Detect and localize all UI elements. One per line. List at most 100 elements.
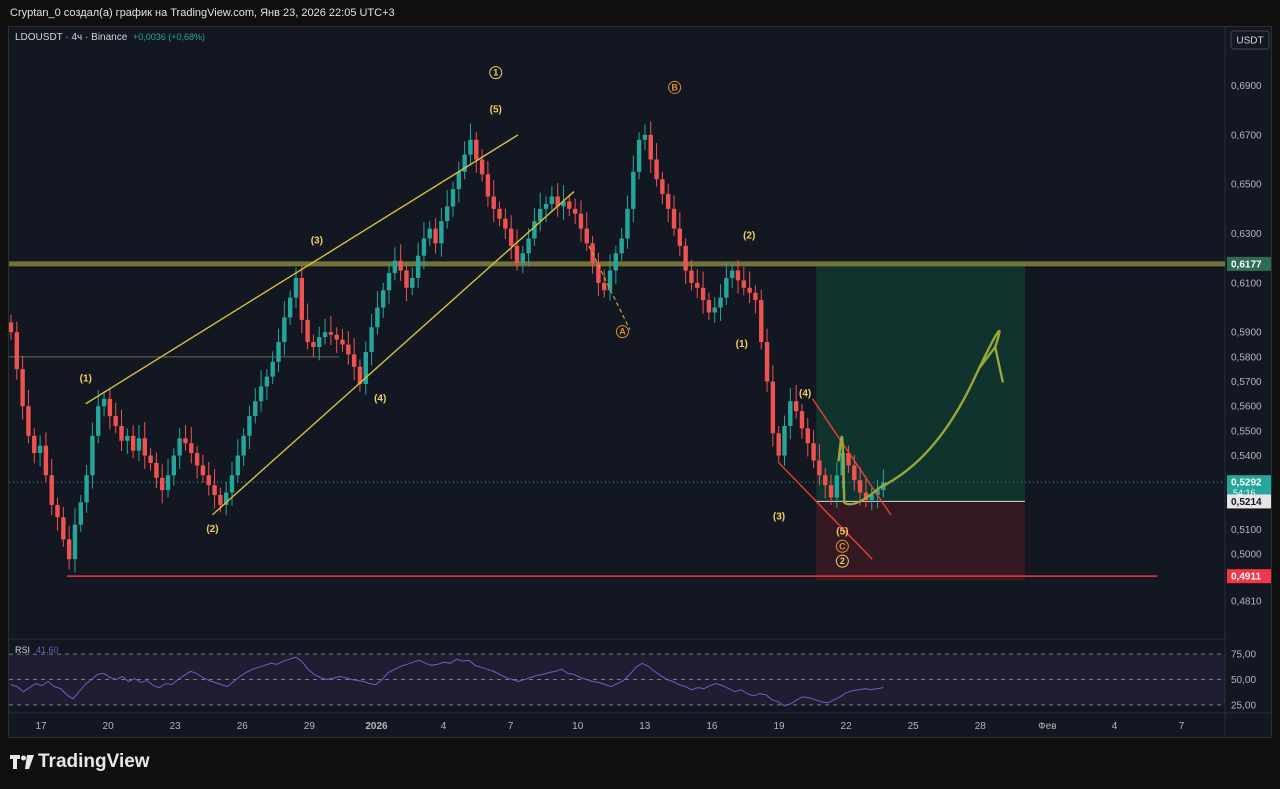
price-tick-label: 0,6700 — [1231, 130, 1262, 141]
candle-body — [607, 270, 613, 291]
candle-body — [479, 159, 485, 175]
candle-body — [572, 208, 578, 214]
time-tick-label: 17 — [35, 721, 47, 732]
wave-label: (3) — [773, 512, 785, 523]
candle-body — [84, 475, 89, 503]
candle-body — [328, 332, 334, 335]
candle-body — [346, 344, 351, 355]
price-badge — [1227, 569, 1271, 584]
candle-body — [258, 386, 264, 402]
time-tick-label: 10 — [572, 721, 584, 732]
chart-canvas[interactable]: (1) (2) (3) (4) (5) 1 A B (2) (1) (3) (4) (5) C 2 0,690… — [9, 27, 1271, 737]
symbol-legend: LDOUSDT · 4ч · Binance — [15, 32, 128, 43]
channel-lower-line — [211, 191, 575, 516]
candle-body — [363, 351, 368, 385]
chart-frame[interactable]: (1) (2) (3) (4) (5) 1 A B (2) (1) (3) (4) (5) C 2 0,690… — [8, 26, 1272, 738]
candle-body — [223, 492, 229, 505]
candle-body — [660, 179, 665, 195]
candle-body — [433, 228, 438, 244]
time-tick-label: 25 — [908, 721, 920, 732]
candle-body — [444, 206, 450, 222]
candle-body — [875, 490, 880, 496]
wave-label: (1) — [80, 374, 92, 385]
candle-body — [154, 462, 159, 478]
candle-body — [200, 465, 206, 476]
candle-body — [101, 398, 107, 407]
wedge-lower-line — [778, 462, 873, 560]
candle-body — [43, 445, 49, 476]
candle-body — [96, 406, 101, 436]
candle-body — [398, 260, 403, 271]
candle-body — [584, 228, 589, 244]
candle-body — [392, 260, 398, 273]
candle-body — [229, 475, 235, 493]
caption-bar: Cryptan_0 создал(а) график на TradingVie… — [0, 0, 1280, 26]
candle-body — [764, 342, 770, 382]
candle-body — [165, 475, 171, 491]
candle-body — [538, 208, 543, 222]
candle-body — [776, 433, 781, 456]
price-tick-label: 0,5600 — [1231, 402, 1262, 413]
chart-caption: Cryptan_0 создал(а) график на TradingVie… — [10, 7, 395, 19]
candle-body — [177, 438, 182, 456]
candle-body — [20, 369, 25, 407]
candle-body — [415, 255, 421, 278]
candle-body — [793, 401, 799, 412]
time-tick-label: 4 — [441, 721, 447, 732]
brand-text: TradingView — [38, 751, 150, 772]
candle-body — [695, 282, 700, 288]
candle-body — [61, 517, 66, 540]
time-tick-label: 29 — [304, 721, 316, 732]
tradingview-logo-icon — [10, 755, 34, 769]
candle-body — [282, 317, 287, 343]
candle-body — [555, 196, 560, 207]
candle-body — [276, 342, 281, 362]
candle-body — [125, 435, 130, 441]
candle-body — [712, 307, 717, 313]
price-tick-label: 0,6300 — [1231, 229, 1262, 240]
wave-label: (3) — [311, 235, 323, 246]
rsi-line — [10, 656, 884, 707]
time-tick-label: 4 — [1112, 721, 1118, 732]
candle-body — [759, 300, 764, 343]
price-tick-label: 0,5400 — [1231, 451, 1262, 462]
candle-body — [253, 401, 258, 417]
time-tick-label: 16 — [706, 721, 718, 732]
forecast-arrow-path — [837, 329, 1001, 506]
candle-body — [852, 465, 857, 481]
wave-label: (2) — [743, 230, 755, 241]
candle-body — [631, 171, 636, 209]
candle-body — [107, 398, 113, 417]
countdown-label: 54:16 — [1233, 488, 1256, 498]
candle-body — [532, 221, 537, 239]
time-tick-label: 26 — [237, 721, 249, 732]
candle-body — [375, 307, 380, 328]
candle-body — [753, 292, 758, 301]
candle-body — [241, 435, 246, 456]
wave-label: (2) — [206, 524, 218, 535]
candle-body — [619, 238, 624, 254]
candle-body — [66, 539, 72, 560]
wave-label: C — [839, 541, 846, 551]
wave-label-circle — [489, 66, 503, 80]
candle-body — [561, 201, 566, 207]
candle-body — [287, 297, 293, 318]
currency-label[interactable]: USDT — [1236, 36, 1263, 47]
candle-body — [113, 416, 118, 426]
price-tick-label: 0,5500 — [1231, 426, 1262, 437]
candle-body — [474, 139, 479, 160]
candle-body — [863, 492, 869, 500]
wave-label-circle — [668, 80, 682, 94]
rsi-label: RSI — [15, 645, 30, 655]
price-tick-label: 0,5000 — [1231, 550, 1262, 561]
candle-body — [485, 174, 491, 197]
candle-body — [340, 339, 345, 345]
candle-body — [9, 322, 14, 333]
time-tick-label: 7 — [1179, 721, 1185, 732]
time-tick-label: 7 — [508, 721, 514, 732]
candle-body — [700, 287, 706, 301]
candle-body — [596, 263, 601, 283]
candle-body — [351, 354, 357, 367]
wave-label: (1) — [736, 339, 748, 350]
candle-body — [311, 342, 316, 347]
